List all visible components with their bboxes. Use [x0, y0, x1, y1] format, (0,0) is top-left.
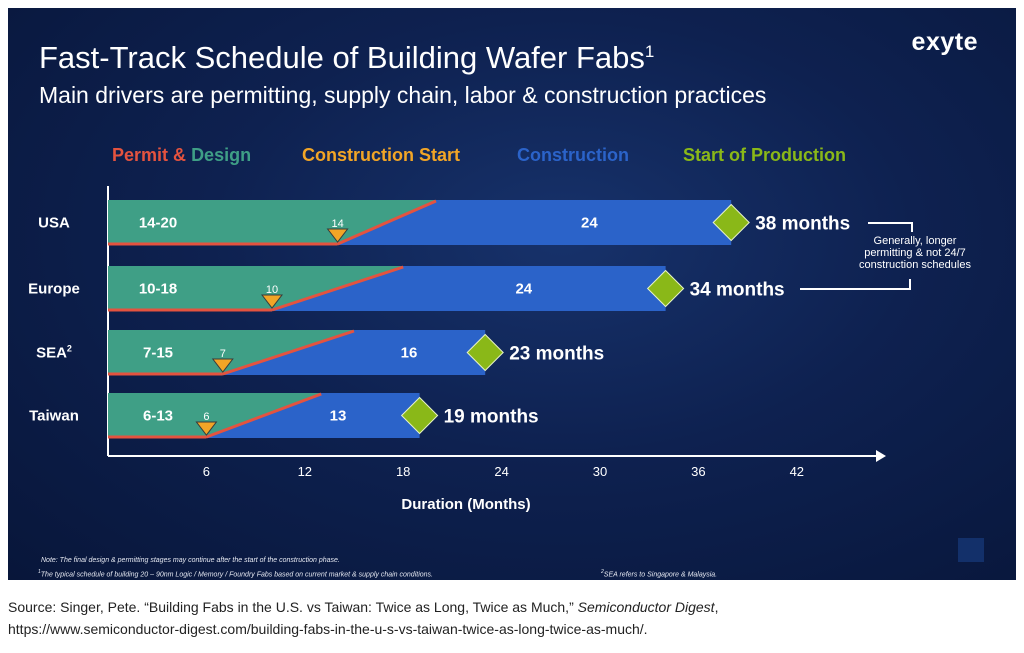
x-tick-label: 18: [396, 464, 410, 479]
corner-square: [958, 538, 984, 562]
row-label: Taiwan: [29, 408, 79, 425]
slide-title: Fast-Track Schedule of Building Wafer Fa…: [39, 40, 655, 75]
exyte-logo: exyte: [911, 28, 978, 56]
construction-start-marker: [211, 358, 234, 373]
total-duration-label: 19 months: [444, 407, 539, 428]
slide: Fast-Track Schedule of Building Wafer Fa…: [8, 8, 1016, 580]
note-sea-definition: 2SEA refers to Singapore & Malaysia.: [601, 569, 718, 579]
legend-construction: Construction: [517, 145, 629, 165]
permit-design-label: 6-13: [143, 408, 173, 425]
construction-start-value: 6: [203, 411, 209, 423]
legend-design: Design: [191, 145, 252, 165]
permit-design-label: 7-15: [143, 345, 173, 362]
row-label: Europe: [28, 281, 80, 298]
start-of-production-marker: [712, 203, 750, 242]
note-design-permitting: Note: The final design & permitting stag…: [41, 557, 340, 564]
permit-design-bar: [108, 330, 354, 375]
legend-amp: &: [173, 145, 187, 165]
permit-design-bar: [108, 266, 404, 311]
annotation-text: construction schedules: [859, 259, 971, 271]
permit-design-bar: [108, 393, 322, 438]
source-line-1: Source: Singer, Pete. “Building Fabs in …: [8, 599, 719, 615]
x-tick-label: 12: [298, 464, 312, 479]
annotation-text: permitting & not 24/7: [864, 247, 966, 259]
construction-start-value: 14: [331, 218, 343, 230]
total-duration-label: 23 months: [509, 344, 604, 365]
legend-start-of-production: Start of Production: [683, 145, 846, 165]
source-citation: Source: Singer, Pete. “Building Fabs in …: [8, 596, 718, 640]
permit-slope-line: [222, 329, 355, 376]
start-of-production-marker: [400, 396, 439, 435]
annotation-text: Generally, longer: [874, 235, 957, 247]
permit-slope-line: [205, 392, 322, 439]
legend-construction-start: Construction Start: [302, 145, 461, 165]
legend-permit: Permit: [112, 145, 169, 165]
construction-duration-label: 24: [515, 281, 532, 298]
x-axis-title: Duration (Months): [401, 496, 530, 513]
x-tick-label: 6: [203, 464, 210, 479]
construction-start-marker: [195, 421, 218, 436]
row-label: SEA2: [36, 344, 72, 362]
construction-duration-label: 13: [330, 408, 347, 425]
construction-duration-label: 24: [581, 215, 598, 232]
x-tick-label: 24: [494, 464, 508, 479]
source-url[interactable]: https://www.semiconductor-digest.com/bui…: [8, 621, 648, 637]
start-of-production-marker: [466, 333, 504, 372]
title-footnote-mark: 1: [644, 42, 655, 61]
permit-design-label: 14-20: [139, 215, 177, 232]
slide-subtitle: Main drivers are permitting, supply chai…: [39, 82, 767, 108]
source-publication: Semiconductor Digest: [577, 599, 715, 615]
x-axis-arrow: [876, 450, 886, 462]
permit-slope-line: [271, 265, 404, 312]
total-duration-label: 38 months: [755, 214, 850, 235]
permit-slope-line: [336, 199, 437, 246]
permit-design-label: 10-18: [139, 281, 177, 298]
legend-permit-design: Permit & Design: [112, 145, 251, 166]
construction-start-value: 7: [220, 348, 226, 360]
row-label: USA: [38, 215, 70, 232]
permit-design-bar: [108, 200, 436, 245]
x-tick-label: 42: [790, 464, 804, 479]
total-duration-label: 34 months: [690, 280, 785, 301]
start-of-production-marker: [646, 269, 685, 308]
note-typical-schedule: 1The typical schedule of building 20 – 9…: [38, 569, 433, 579]
x-tick-label: 30: [593, 464, 607, 479]
x-tick-label: 36: [691, 464, 705, 479]
construction-duration-label: 16: [401, 345, 418, 362]
construction-start-value: 10: [266, 284, 278, 296]
construction-start-marker: [260, 294, 284, 309]
construction-start-marker: [326, 228, 349, 243]
schedule-chart: 6 12 18 24 30 36 42 Duration (Months) USA 14-20 24…: [28, 186, 971, 513]
